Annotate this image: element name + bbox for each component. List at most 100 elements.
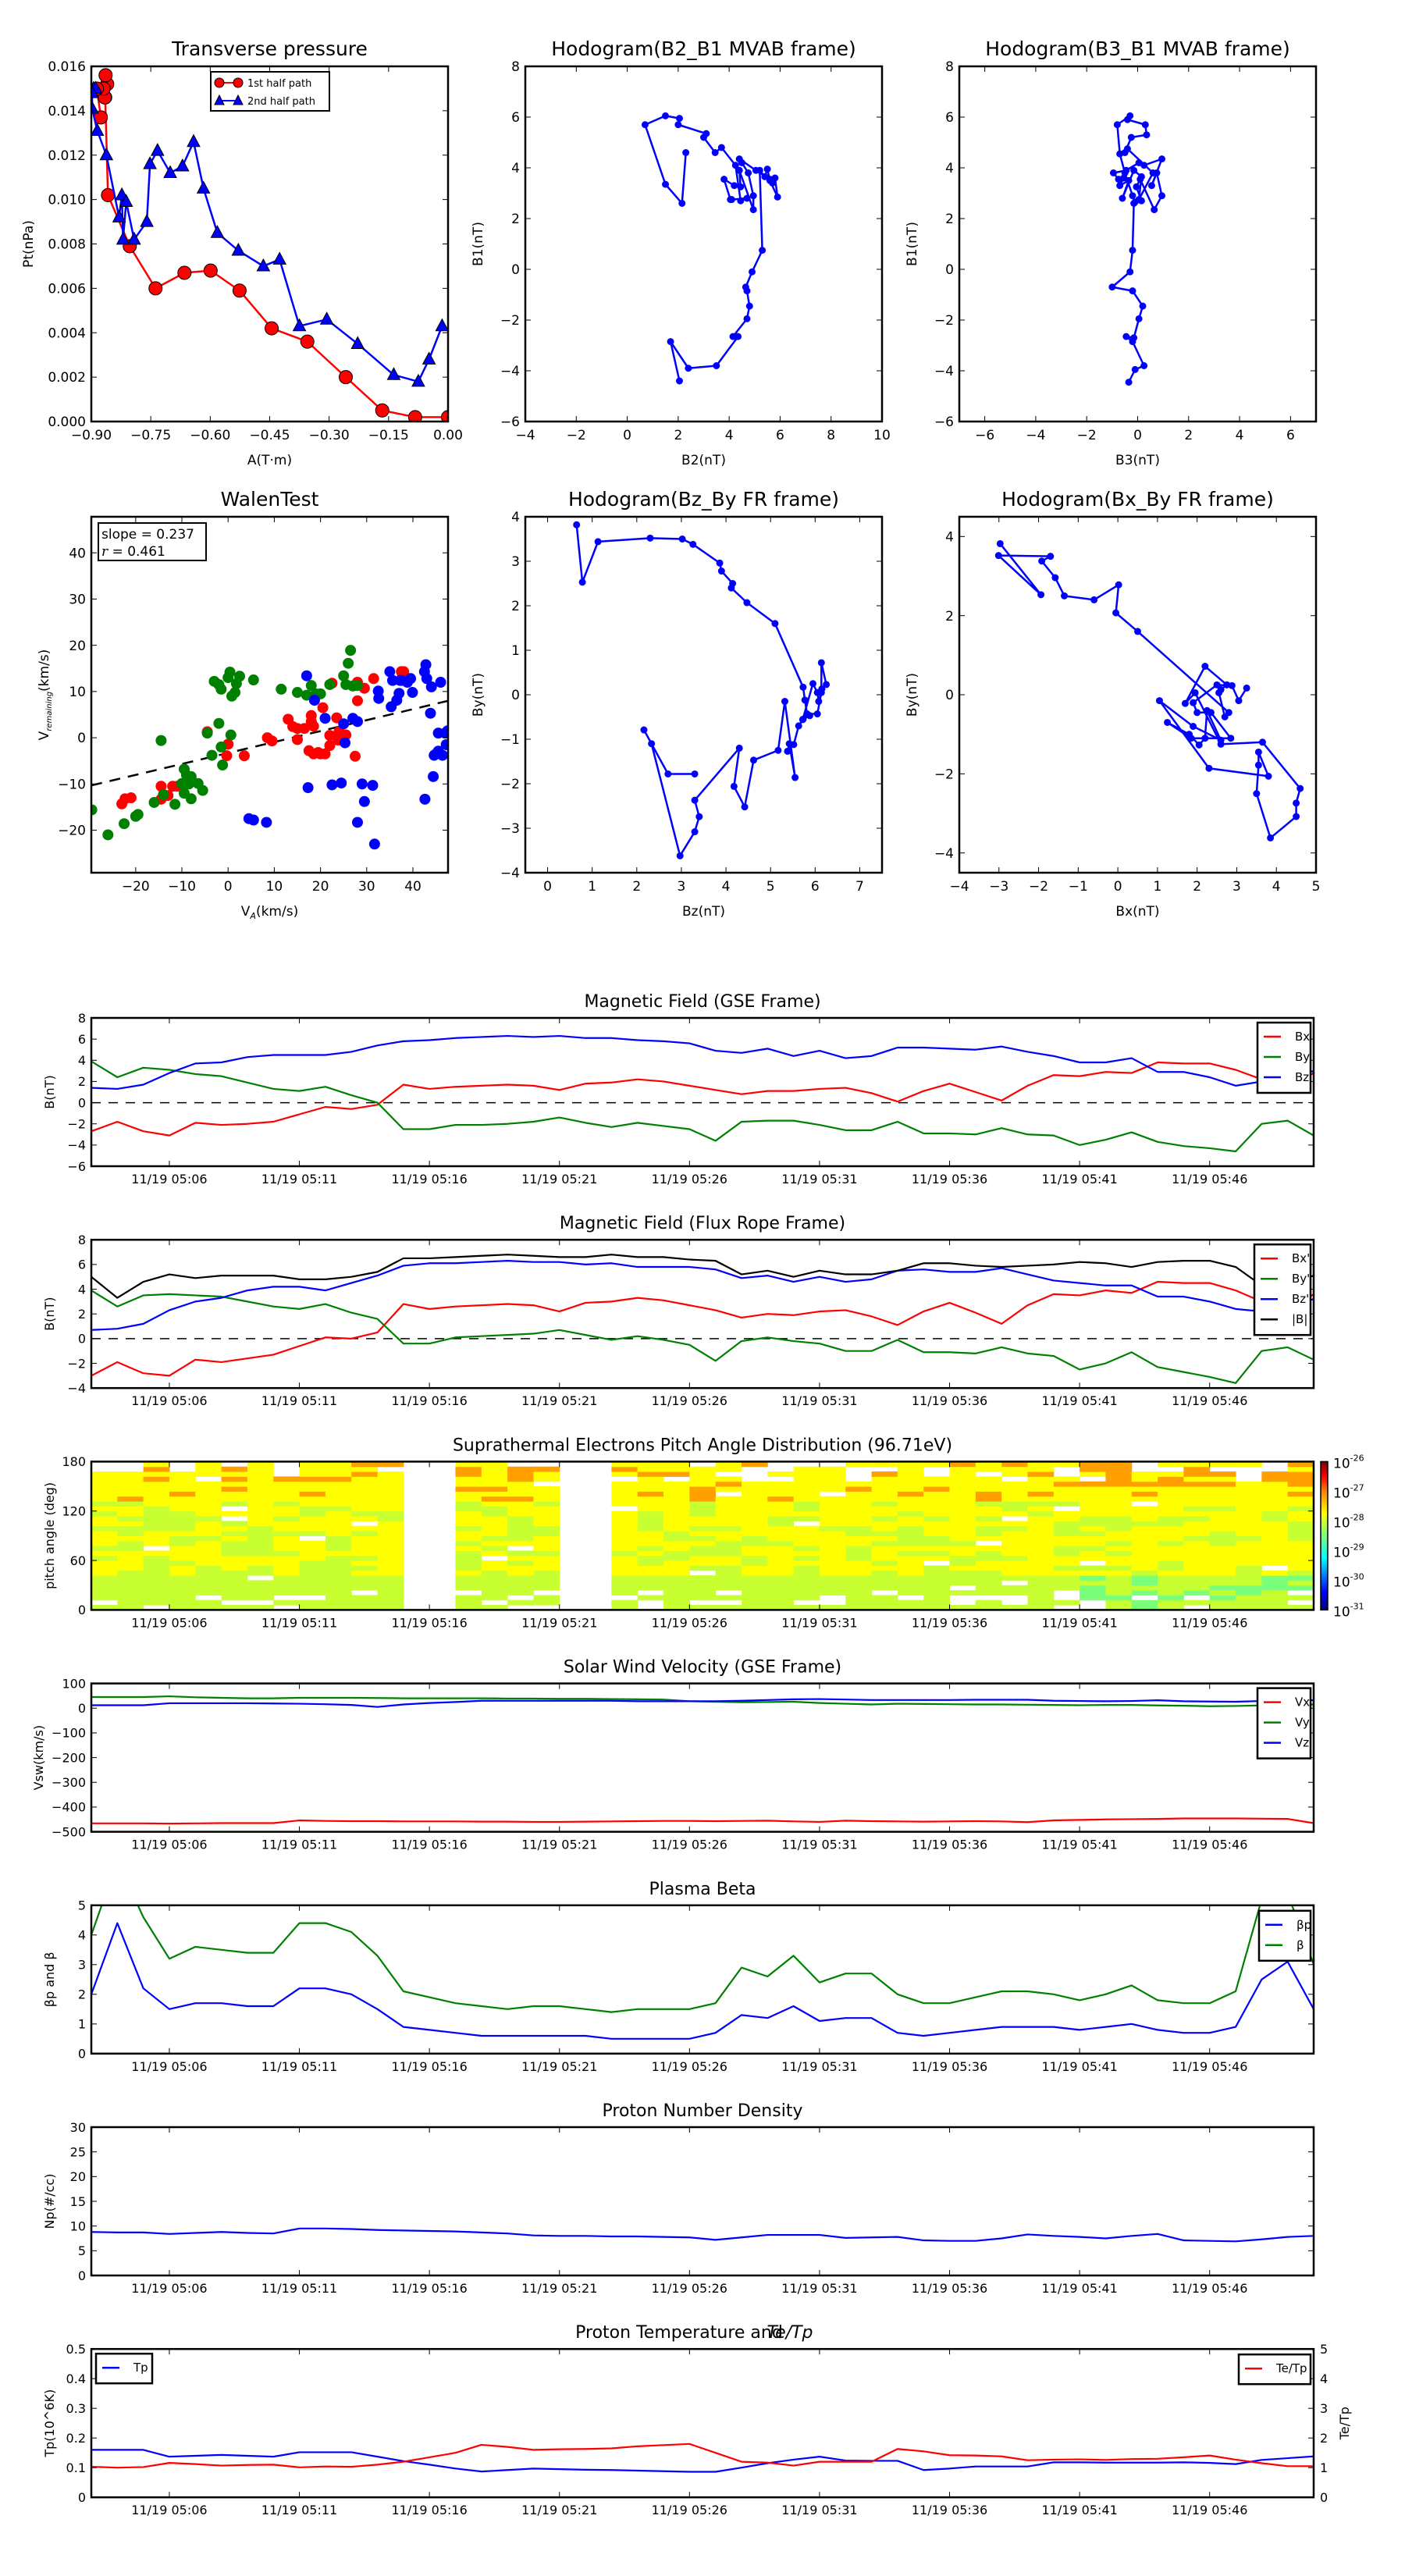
heatmap-cell: [273, 1575, 301, 1581]
y-tick-label: 1: [78, 2017, 86, 2032]
heatmap-cell: [1027, 1585, 1055, 1591]
heatmap-cell: [715, 1535, 742, 1542]
data-point: [1122, 333, 1130, 340]
heatmap-cell: [1131, 1585, 1158, 1591]
heatmap-cell: [949, 1491, 976, 1497]
heatmap-cell: [1105, 1575, 1133, 1581]
x-tick-label: 40: [404, 879, 422, 895]
heatmap-cell: [845, 1560, 873, 1566]
heatmap-cell: [143, 1521, 170, 1527]
data-point: [326, 779, 338, 791]
x-tick-label: 11/19 05:11: [261, 1172, 337, 1187]
heatmap-cell: [793, 1595, 820, 1601]
series-line-Tp: [91, 2449, 1314, 2473]
heatmap-cell: [351, 1531, 379, 1536]
data-point: [735, 744, 743, 752]
heatmap-cell: [481, 1575, 508, 1581]
heatmap-cell: [975, 1575, 1002, 1581]
heatmap-cell: [611, 1570, 638, 1576]
heatmap-cell: [247, 1570, 274, 1576]
heatmap-cell: [1183, 1461, 1211, 1468]
heatmap-cell: [1183, 1555, 1211, 1561]
x-tick-label: 11/19 05:21: [521, 2281, 597, 2296]
heatmap-cell: [611, 1560, 638, 1566]
heatmap-cell: [117, 1560, 144, 1566]
x-tick-label: −1: [1069, 879, 1088, 895]
y2-tick-label: 5: [1320, 2342, 1328, 2357]
y-tick-label: 3: [511, 554, 520, 570]
data-point: [132, 809, 144, 820]
heatmap-cell: [975, 1560, 1002, 1566]
heatmap-cell: [637, 1486, 664, 1492]
heatmap-cell: [1261, 1590, 1289, 1596]
heatmap-cell: [195, 1565, 222, 1571]
heatmap-cell: [195, 1585, 222, 1591]
heatmap-cell: [1131, 1555, 1158, 1561]
y-tick-label: 4: [78, 1928, 86, 1943]
heatmap-cell: [325, 1525, 352, 1532]
y-tick-label: 0.012: [48, 148, 86, 164]
heatmap-cell: [377, 1540, 404, 1546]
y-tick-label: −2: [67, 1356, 86, 1371]
plot-area: [641, 112, 781, 385]
heatmap-cell: [1236, 1501, 1262, 1507]
heatmap-cell: [117, 1590, 144, 1596]
heatmap-cell: [91, 1585, 118, 1591]
heatmap-cell: [455, 1491, 482, 1497]
x-tick-label: −10: [168, 879, 196, 895]
heatmap-cell: [195, 1540, 222, 1546]
x-tick-label: 11/19 05:26: [652, 1172, 727, 1187]
data-point: [358, 795, 370, 807]
heatmap-cell: [1183, 1481, 1211, 1487]
heatmap-cell: [533, 1535, 560, 1542]
heatmap-cell: [143, 1461, 170, 1468]
heatmap-cell: [533, 1476, 560, 1482]
heatmap-cell: [1236, 1585, 1262, 1591]
y-tick-label: 0.2: [66, 2431, 86, 2446]
data-point: [806, 712, 813, 720]
heatmap-cell: [871, 1501, 898, 1507]
heatmap-cell: [923, 1525, 951, 1532]
heatmap-cell: [325, 1516, 352, 1521]
heatmap-cell: [325, 1595, 352, 1601]
heatmap-cell: [767, 1491, 795, 1497]
plot-area: [1108, 112, 1166, 386]
x-tick-label: 1: [1153, 879, 1161, 895]
heatmap-cell: [1261, 1506, 1289, 1512]
x-tick-label: 11/19 05:21: [521, 1172, 597, 1187]
data-point: [148, 796, 160, 808]
heatmap-cell: [949, 1506, 976, 1512]
data-point: [98, 68, 113, 83]
heatmap-cell: [351, 1506, 379, 1512]
heatmap-cell: [1080, 1461, 1106, 1468]
heatmap-cell: [1158, 1560, 1184, 1566]
heatmap-cell: [273, 1506, 301, 1512]
series-line-Vx: [91, 1817, 1314, 1825]
heatmap-cell: [1183, 1560, 1211, 1566]
data-point: [1127, 133, 1135, 141]
heatmap-cell: [273, 1560, 301, 1566]
heatmap-cell: [143, 1501, 170, 1507]
heatmap-cell: [117, 1540, 144, 1546]
heatmap-cell: [377, 1590, 404, 1596]
heatmap-cell: [299, 1461, 326, 1468]
legend-box: [210, 71, 330, 112]
heatmap-cell: [1105, 1535, 1133, 1542]
heatmap-cell: [1105, 1525, 1133, 1532]
heatmap-cell: [247, 1585, 274, 1591]
title-math: Te/Tp: [767, 2323, 813, 2343]
heatmap-cell: [299, 1471, 326, 1477]
y-tick-label: −10: [58, 777, 86, 792]
heatmap-cell: [533, 1531, 560, 1536]
chart-hodogram-b3-b1: Hodogram(B3_B1 MVAB frame)−6 −4 −2 0 2 4 6−6−4…: [905, 37, 1318, 468]
heatmap-cell: [871, 1496, 898, 1502]
heatmap-cell: [1209, 1521, 1236, 1527]
heatmap-cell: [1131, 1540, 1158, 1546]
heatmap-cell: [1001, 1590, 1028, 1596]
heatmap-cell: [767, 1595, 795, 1601]
data-point: [1113, 121, 1121, 129]
y-tick-label: −4: [67, 1138, 86, 1153]
heatmap-cell: [351, 1461, 379, 1468]
heatmap-cell: [1001, 1521, 1028, 1527]
